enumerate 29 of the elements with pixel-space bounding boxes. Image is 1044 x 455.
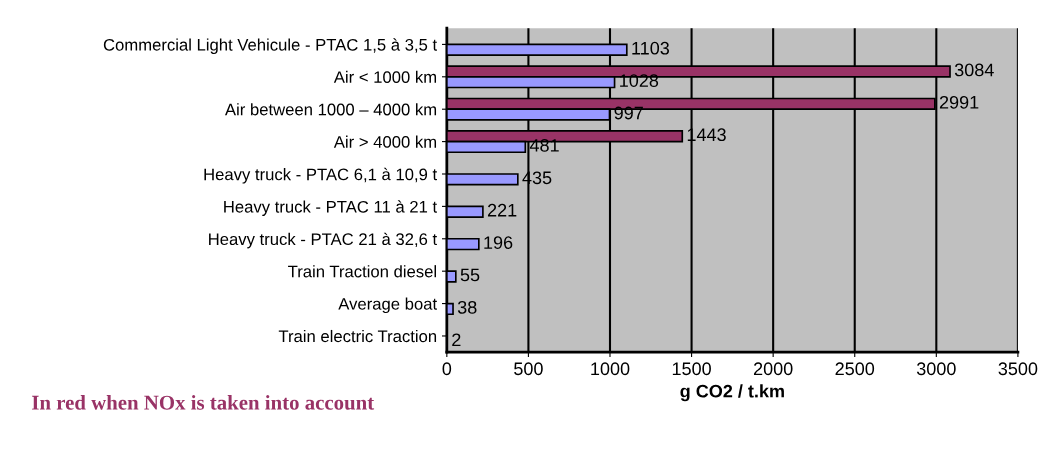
x-tick-label: 1500 <box>672 362 711 376</box>
x-tick-label: 2000 <box>753 362 793 376</box>
data-label: 55 <box>460 268 480 282</box>
x-axis-title: g CO2 / t.km <box>680 384 784 402</box>
y-tick-label: Commercial Light Vehicule - PTAC 1,5 à 3,5 t <box>103 38 437 54</box>
y-tick-label: Heavy truck - PTAC 11 à 21 t <box>224 200 437 216</box>
y-tick-label: Air between 1000 – 4000 km <box>224 103 437 116</box>
text: In red when NOx is taken into account <box>32 395 375 410</box>
data-label: 196 <box>484 236 513 249</box>
y-tick-label: Heavy truck - PTAC 21 à 32,6 t <box>209 232 437 249</box>
x-tick-label: 2500 <box>835 362 875 376</box>
data-label: 997 <box>614 106 643 120</box>
data-label: 38 <box>457 300 477 314</box>
x-tick-label: 1000 <box>591 362 630 376</box>
data-label: 221 <box>487 203 517 217</box>
data-label: 2991 <box>939 95 979 109</box>
y-tick-label: Air > 4000 km <box>333 135 437 148</box>
y-tick-label: Air < 1000 km <box>333 70 437 84</box>
y-tick-label: Train Traction diesel <box>288 265 437 278</box>
x-tick-label: 3000 <box>916 362 956 376</box>
y-tick-label: Average boat <box>338 297 437 314</box>
data-label: 3084 <box>954 63 994 77</box>
x-tick-label: 0 <box>442 362 452 376</box>
data-label: 2 <box>452 333 461 346</box>
y-tick-label: Heavy truck - PTAC 6,1 à 10,9 t <box>204 167 437 184</box>
x-tick-label: 500 <box>514 362 543 376</box>
data-label: 1103 <box>632 41 670 55</box>
x-tick-label: 3500 <box>998 362 1038 376</box>
y-tick-label: Train electric Traction <box>278 329 437 343</box>
